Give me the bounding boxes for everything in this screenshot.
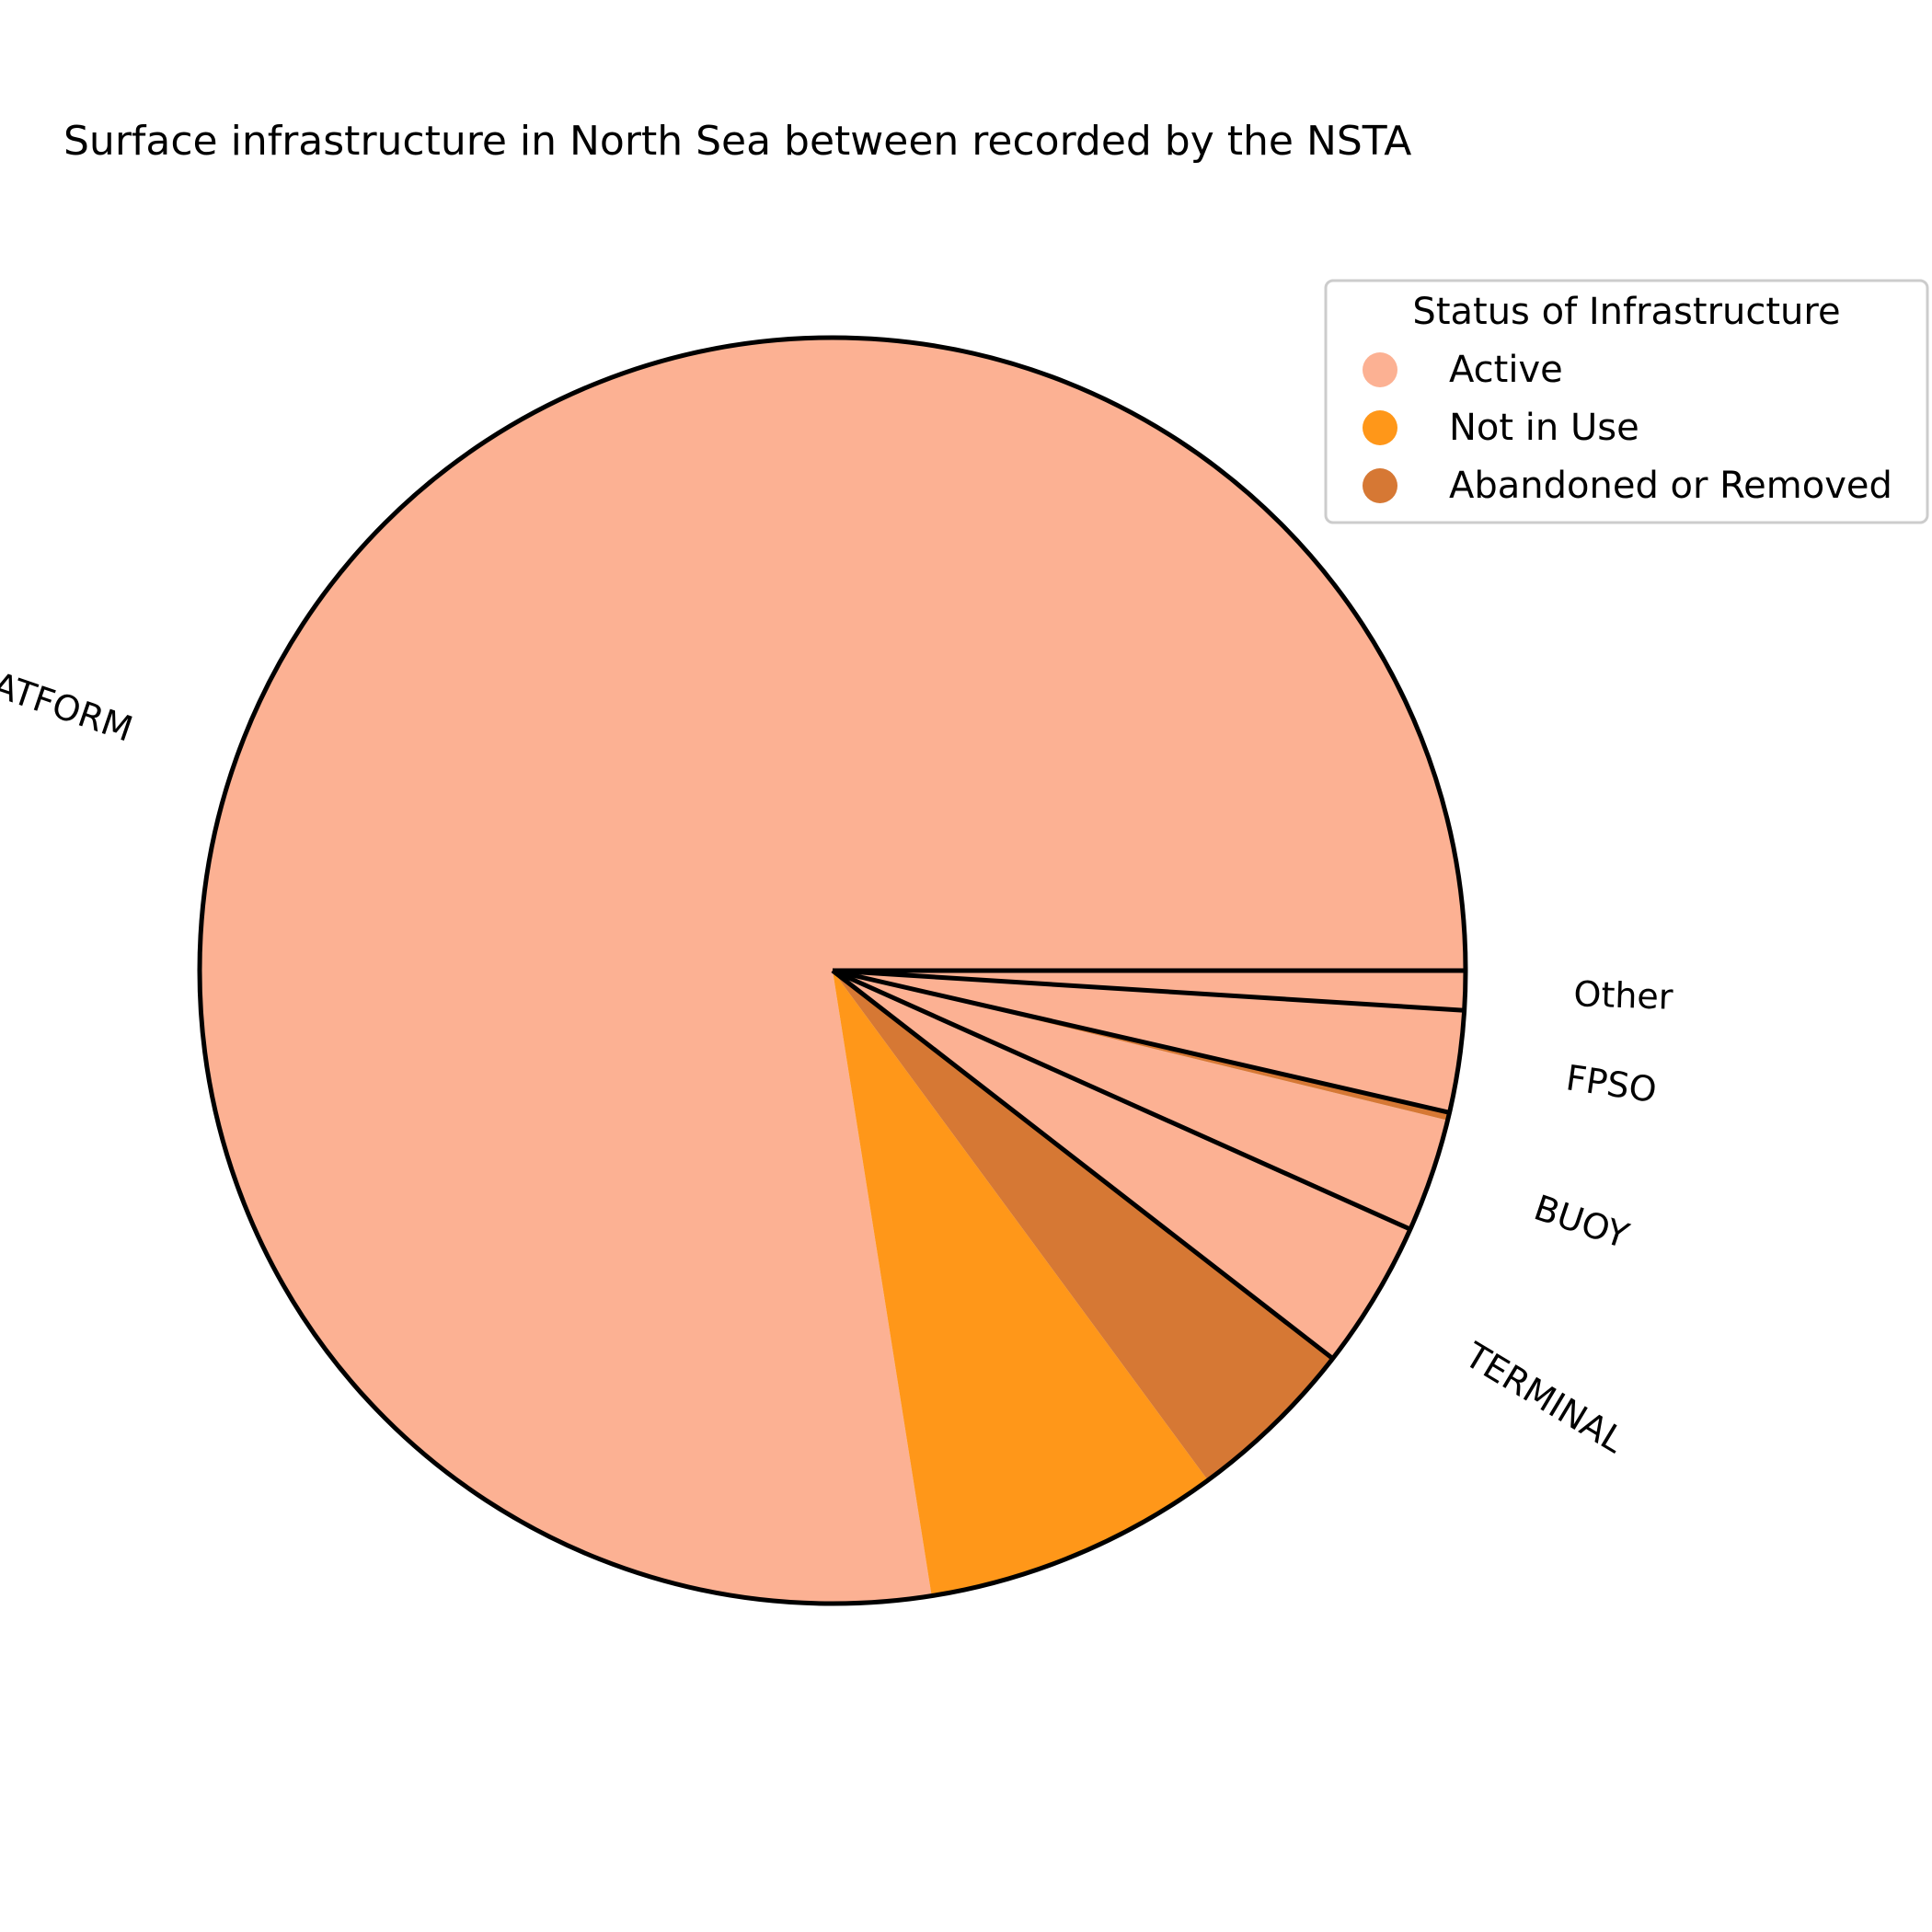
legend-marker-not-in-use <box>1363 410 1397 445</box>
legend: Status of Infrastructure Active Not in Us… <box>1326 281 1927 523</box>
legend-label-not-in-use: Not in Use <box>1449 407 1639 449</box>
chart-title: Surface infrastructure in North Sea betw… <box>63 118 1411 165</box>
category-label-platform: PLATFORM <box>0 651 138 750</box>
legend-title: Status of Infrastructure <box>1412 291 1840 333</box>
legend-marker-active <box>1363 352 1397 387</box>
category-label-other: Other <box>1573 973 1674 1017</box>
category-label-buoy: BUOY <box>1529 1187 1634 1256</box>
category-label-fpso: FPSO <box>1563 1057 1659 1110</box>
legend-label-active: Active <box>1449 349 1563 391</box>
category-label-terminal: TERMINAL <box>1457 1334 1631 1461</box>
legend-label-abandoned-or-removed: Abandoned or Removed <box>1449 465 1892 507</box>
legend-marker-abandoned-or-removed <box>1363 468 1397 503</box>
